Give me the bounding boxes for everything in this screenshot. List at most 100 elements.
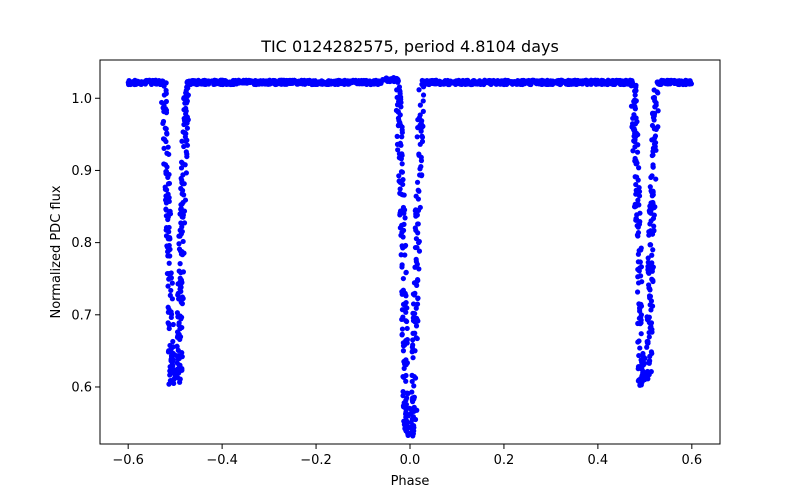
- data-point: [647, 221, 653, 227]
- data-point: [403, 337, 409, 344]
- data-point: [403, 378, 409, 384]
- data-point: [415, 187, 421, 193]
- x-tick-label: 0.6: [681, 453, 702, 468]
- data-point: [163, 207, 169, 213]
- data-point: [407, 424, 413, 430]
- data-point: [411, 383, 417, 389]
- data-point: [651, 223, 657, 229]
- data-point: [429, 80, 435, 87]
- data-point: [521, 77, 527, 84]
- data-point: [163, 193, 169, 199]
- data-point: [400, 275, 406, 282]
- data-point: [403, 397, 409, 403]
- data-point: [159, 80, 165, 86]
- data-point: [418, 128, 424, 134]
- data-point: [412, 330, 418, 336]
- data-point: [400, 389, 406, 395]
- data-point: [178, 270, 184, 276]
- data-point: [398, 208, 404, 214]
- data-point: [630, 148, 636, 154]
- data-point: [559, 77, 565, 83]
- data-point: [631, 127, 637, 133]
- x-tick-label: −0.6: [112, 453, 144, 468]
- data-point: [650, 264, 656, 270]
- data-point: [396, 151, 403, 157]
- data-point: [651, 87, 657, 93]
- data-point: [178, 165, 185, 171]
- data-point: [638, 273, 644, 279]
- data-point: [336, 81, 342, 87]
- data-point: [249, 78, 256, 85]
- data-point: [403, 409, 409, 415]
- data-point: [394, 141, 401, 147]
- data-point: [415, 295, 421, 301]
- data-point: [589, 79, 595, 86]
- data-point: [366, 79, 372, 85]
- data-point: [205, 79, 211, 85]
- data-point: [413, 323, 420, 329]
- data-point: [341, 81, 347, 87]
- data-point: [146, 77, 153, 83]
- data-point: [416, 152, 422, 158]
- data-point: [395, 147, 401, 153]
- data-point: [444, 79, 451, 85]
- data-point: [179, 294, 185, 300]
- data-point: [162, 105, 169, 112]
- data-point: [402, 361, 408, 367]
- data-point: [421, 80, 427, 86]
- data-point: [400, 245, 406, 251]
- data-point: [416, 87, 422, 93]
- data-point: [346, 78, 352, 84]
- data-point: [404, 318, 410, 325]
- data-point: [183, 105, 189, 111]
- data-point: [211, 81, 217, 87]
- data-point: [652, 140, 659, 146]
- data-point: [167, 364, 173, 370]
- data-point: [412, 225, 418, 231]
- y-tick-label: 0.6: [71, 380, 92, 395]
- data-point: [399, 169, 406, 175]
- data-point: [414, 134, 420, 140]
- data-point: [399, 134, 405, 140]
- data-point: [240, 77, 247, 83]
- data-point: [644, 340, 651, 346]
- data-point: [634, 190, 641, 196]
- y-tick-label: 0.9: [71, 164, 92, 179]
- data-point: [637, 265, 643, 271]
- data-point: [148, 81, 155, 88]
- data-point: [400, 204, 407, 211]
- data-point: [164, 226, 171, 232]
- data-point: [644, 344, 650, 350]
- data-point: [600, 77, 606, 84]
- data-point: [650, 247, 656, 253]
- data-point: [413, 193, 419, 199]
- data-point: [650, 278, 656, 285]
- data-point: [411, 373, 417, 380]
- data-point: [400, 393, 406, 399]
- data-point: [182, 130, 188, 136]
- data-point: [316, 80, 323, 86]
- data-point: [410, 405, 416, 411]
- data-point: [412, 208, 418, 214]
- data-point: [632, 155, 638, 162]
- x-tick-label: −0.2: [300, 453, 332, 468]
- data-point: [646, 334, 652, 340]
- data-point: [400, 227, 407, 233]
- data-point: [646, 319, 652, 326]
- data-point: [653, 126, 659, 133]
- data-point: [166, 242, 172, 249]
- data-point: [228, 81, 234, 88]
- data-point: [637, 308, 643, 314]
- data-point: [632, 103, 638, 110]
- data-point: [164, 150, 170, 156]
- data-point: [163, 187, 170, 193]
- data-point: [163, 80, 169, 86]
- data-point: [403, 357, 409, 363]
- data-point: [218, 77, 224, 83]
- data-point: [342, 77, 348, 83]
- data-point: [183, 149, 189, 155]
- data-point: [647, 293, 654, 299]
- data-point: [175, 314, 182, 320]
- data-point: [639, 279, 645, 285]
- data-point: [415, 125, 421, 131]
